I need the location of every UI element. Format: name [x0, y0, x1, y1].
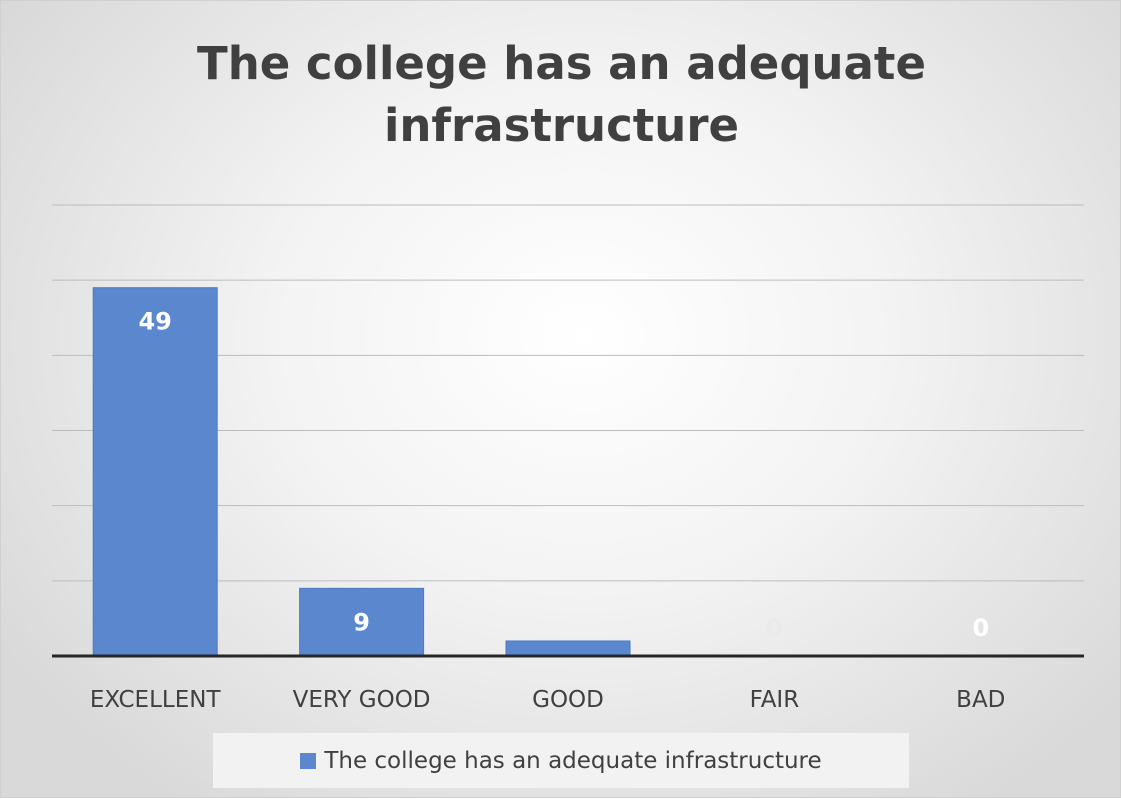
gridlines — [52, 204, 1084, 582]
bars — [92, 287, 631, 657]
data-label-bad: 0 — [972, 614, 989, 642]
chart-title: The college has an adequate infrastructu… — [1, 33, 1121, 157]
tick-label-bad: BAD — [956, 687, 1005, 713]
data-labels: 49 9 0 0 — [138, 308, 989, 642]
data-label-very-good: 9 — [353, 608, 370, 636]
tick-label-good: GOOD — [532, 687, 604, 713]
data-label-excellent: 49 — [138, 308, 171, 336]
legend-swatch — [300, 752, 317, 769]
legend-label: The college has an adequate infrastructu… — [324, 747, 822, 774]
tick-label-fair: FAIR — [750, 687, 800, 713]
legend: The college has an adequate infrastructu… — [213, 733, 909, 788]
bar-good — [505, 640, 631, 657]
bar-very-good — [299, 587, 425, 657]
category-tick-labels: EXCELLENT VERY GOOD GOOD FAIR BAD — [90, 687, 1006, 713]
tick-label-excellent: EXCELLENT — [90, 687, 222, 713]
tick-label-very-good: VERY GOOD — [293, 687, 431, 713]
chart-title-line-1: The college has an adequate — [197, 37, 926, 90]
chart-title-line-2: infrastructure — [383, 99, 740, 152]
data-label-fair: 0 — [766, 614, 783, 642]
bar-excellent — [92, 287, 218, 657]
